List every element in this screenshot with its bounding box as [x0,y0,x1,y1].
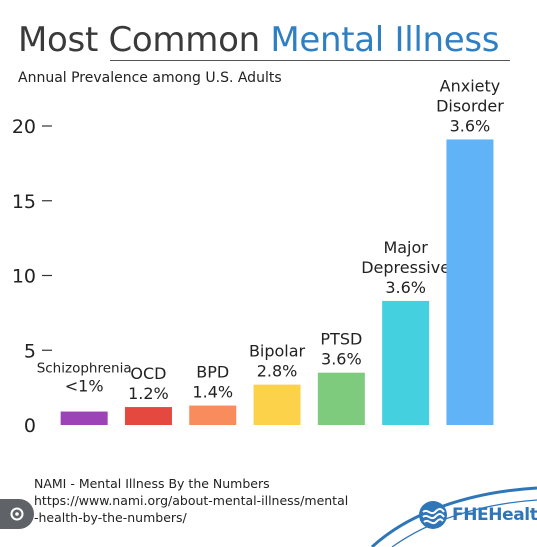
bar-label-6-0: Anxiety [440,76,501,95]
chart-title: Most Common Mental Illness [18,20,499,60]
bar-label-3-1: 2.8% [257,362,298,381]
title-underline [110,60,510,61]
bar-label-5-0: Major [383,238,428,257]
source-note: NAMI - Mental Illness By the Numbers htt… [34,475,348,526]
bar-label-0-0: Schizophrenia [37,361,132,377]
source-line-1: NAMI - Mental Illness By the Numbers [34,476,270,491]
bar-6 [446,139,494,425]
lens-icon [10,507,24,521]
title-part-1: Most Common [18,20,271,60]
y-tick-label: 0 [24,415,36,437]
y-tick-label: 5 [24,340,36,362]
y-tick-label: 15 [12,191,36,213]
bar-label-3-0: Bipolar [249,342,306,361]
bar-label-1-0: OCD [130,364,166,383]
wave-logo-icon [419,501,447,529]
lens-button[interactable] [0,499,34,529]
bar-label-4-1: 3.6% [321,350,362,369]
y-tick-label: 20 [12,116,36,138]
logo-text: FHEHealth [452,505,537,525]
chart-subtitle: Annual Prevalence among U.S. Adults [18,70,282,86]
bar-3 [253,384,301,425]
bar-1 [124,407,172,425]
bar-label-4-0: PTSD [320,330,362,349]
bar-label-2-1: 1.4% [192,383,233,402]
bar-label-1-1: 1.2% [128,384,169,403]
y-tick-label: 10 [12,266,36,288]
source-url-line-3: -health-by-the-numbers/ [34,510,187,525]
bar-2 [189,405,237,425]
bar-0 [60,411,108,425]
bar-label-0-1: <1% [65,377,104,396]
bar-label-2-0: BPD [196,363,229,382]
title-part-2: Mental Illness [270,20,500,60]
fhehealth-logo: FHEHealth [418,500,537,530]
bar-label-6-2: 3.6% [450,116,491,135]
bar-4 [317,372,365,425]
bar-5 [382,300,430,425]
bar-label-5-2: 3.6% [385,278,426,297]
bar-label-6-1: Disorder [436,96,504,115]
source-url-line-2: https://www.nami.org/about-mental-illnes… [34,493,349,508]
bar-label-5-1: Depressive [361,258,450,277]
